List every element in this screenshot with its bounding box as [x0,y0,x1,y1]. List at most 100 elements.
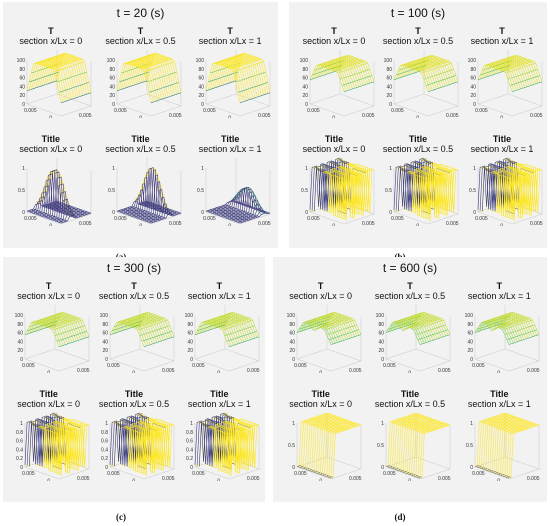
z-tick-label: 0 [473,210,476,216]
mesh-line [490,418,521,472]
mesh-line [58,82,89,93]
x-tick-label: 0.005 [391,216,404,222]
mesh-line [126,53,158,65]
mesh-line [206,210,241,224]
surface-mesh [24,412,89,477]
mesh-line [415,423,446,477]
mesh-line [225,312,260,337]
mesh-line [137,174,168,219]
mesh-line [406,56,437,67]
mesh-line [402,315,434,331]
surface-subplot: Title section x/Lx = 0.5 0 0.2 0.4 0.6 0.8 1 0.0… [92,389,176,481]
mesh-line [109,324,141,336]
mesh-line [477,318,508,330]
z-tick-label: 1 [473,166,476,172]
mesh-line [427,169,459,222]
mesh-line [146,203,177,222]
mesh-line [227,57,258,68]
z-tick-label: 0.5 [108,188,115,194]
z-tick-label: 0.6 [16,439,23,445]
z-tick-label: 0 [292,357,295,363]
mesh-line [417,166,448,217]
mesh-line [214,419,245,471]
z-tick-label: 80 [17,322,23,328]
mesh-line [197,320,228,331]
z-tick-label: 0.2 [16,456,23,462]
mesh-line [335,60,366,72]
subplot-subtitle: section x/Lx = 0 [19,36,83,46]
mesh-line [392,415,423,469]
mesh-line [137,422,168,474]
mesh-line [218,421,250,472]
mesh-line [127,176,158,216]
mesh-line [405,419,436,474]
mesh-line [475,322,510,345]
mesh-line [201,312,232,323]
mesh-line [475,412,506,467]
axes-box [205,158,271,225]
z-tick-label: 0 [20,465,23,471]
z-tick-label: 0 [389,210,392,216]
mesh-line [43,315,74,327]
z-tick-label: 1 [105,421,108,427]
mesh-line [328,164,360,216]
mesh-line [133,55,164,67]
mesh-line [339,168,371,219]
mesh-line [330,334,361,345]
mesh-line [421,62,452,74]
subplot-subtitle: section x/Lx = 0.5 [105,144,176,154]
surface-mesh [116,52,181,104]
panel-caption: (d) [394,512,406,522]
y-tick-label: 0.005 [446,221,459,226]
x-tick-label: 0 [132,370,135,373]
z-tick-label: 0 [292,465,295,471]
subplot-subtitle: section x/Lx = 1 [470,36,534,46]
y-tick-label: 0.005 [258,221,271,226]
mesh-line [208,71,239,83]
mesh-line [326,423,357,477]
mesh-line [133,421,164,472]
x-tick-label: 0 [49,115,52,118]
subplot-subtitle: section x/Lx = 1 [198,36,262,46]
mesh-line [124,418,156,468]
mesh-line [220,421,252,473]
mesh-line [54,325,85,336]
x-tick-label: 0.005 [22,363,35,369]
mesh-line [131,316,162,328]
x-tick-label: 0 [498,370,501,373]
mesh-line [481,312,512,323]
mesh-line [129,171,160,216]
mesh-line [214,52,245,64]
mesh-line [37,53,68,65]
mesh-line [398,313,429,326]
mesh-line [326,163,358,212]
x-tick-label: 0 [49,223,52,226]
z-tick-label: 1 [389,166,392,172]
mesh-line [311,418,342,472]
y-tick-label: 0.005 [79,113,92,118]
mesh-line [212,418,243,467]
mesh-line [218,317,249,328]
mesh-line [312,64,343,76]
mesh-line [35,52,66,64]
z-tick-label: 20 [19,93,25,99]
y-tick-label: 0.005 [527,476,540,481]
x-tick-label: 0 [319,478,322,481]
mesh-line [507,168,539,219]
mesh-line [412,58,444,70]
mesh-line [330,424,361,479]
mesh-line [139,423,171,474]
subplot-subtitle: section x/Lx = 0 [19,144,83,154]
mesh-line [206,80,237,92]
mesh-line [326,324,357,336]
z-tick-label: 80 [468,322,474,328]
axes-box [109,305,175,372]
x-tick-label: 0.005 [114,108,127,114]
